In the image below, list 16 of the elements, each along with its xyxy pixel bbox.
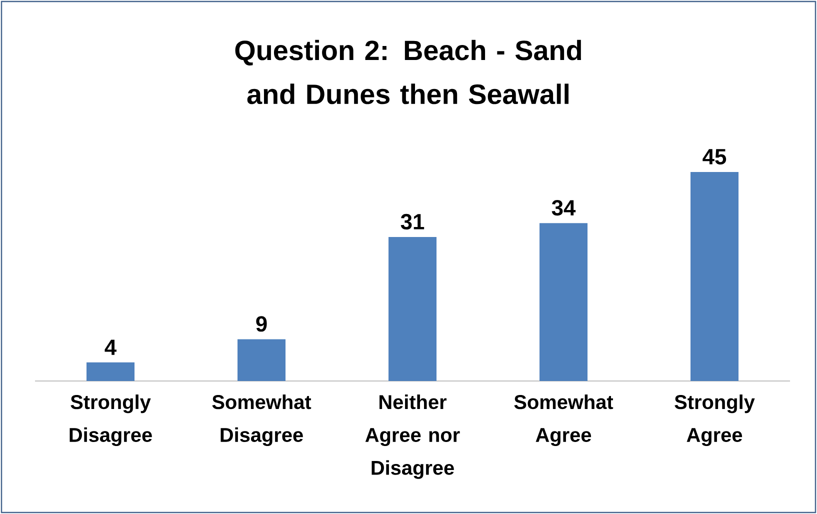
data-label: 34 <box>552 200 576 216</box>
chart-title: Question 2: Beach - Sand and Dunes then Seawall <box>235 40 582 104</box>
bar <box>86 362 135 381</box>
x-tick-label: Strongly Disagree <box>70 394 152 446</box>
x-tick-label: Neither Agree nor Disagree <box>365 394 460 479</box>
data-label: 31 <box>400 214 424 230</box>
bar <box>540 223 588 381</box>
x-tick-label: Somewhat Disagree <box>212 394 312 446</box>
data-label: 45 <box>702 149 726 164</box>
bar <box>690 172 739 381</box>
data-label: 4 <box>104 340 116 355</box>
x-tick-label: Somewhat Agree <box>514 394 614 446</box>
x-tick-label: Strongly Agree <box>674 394 755 446</box>
bar <box>238 339 286 381</box>
bar <box>388 237 437 381</box>
data-label: 9 <box>256 316 267 332</box>
